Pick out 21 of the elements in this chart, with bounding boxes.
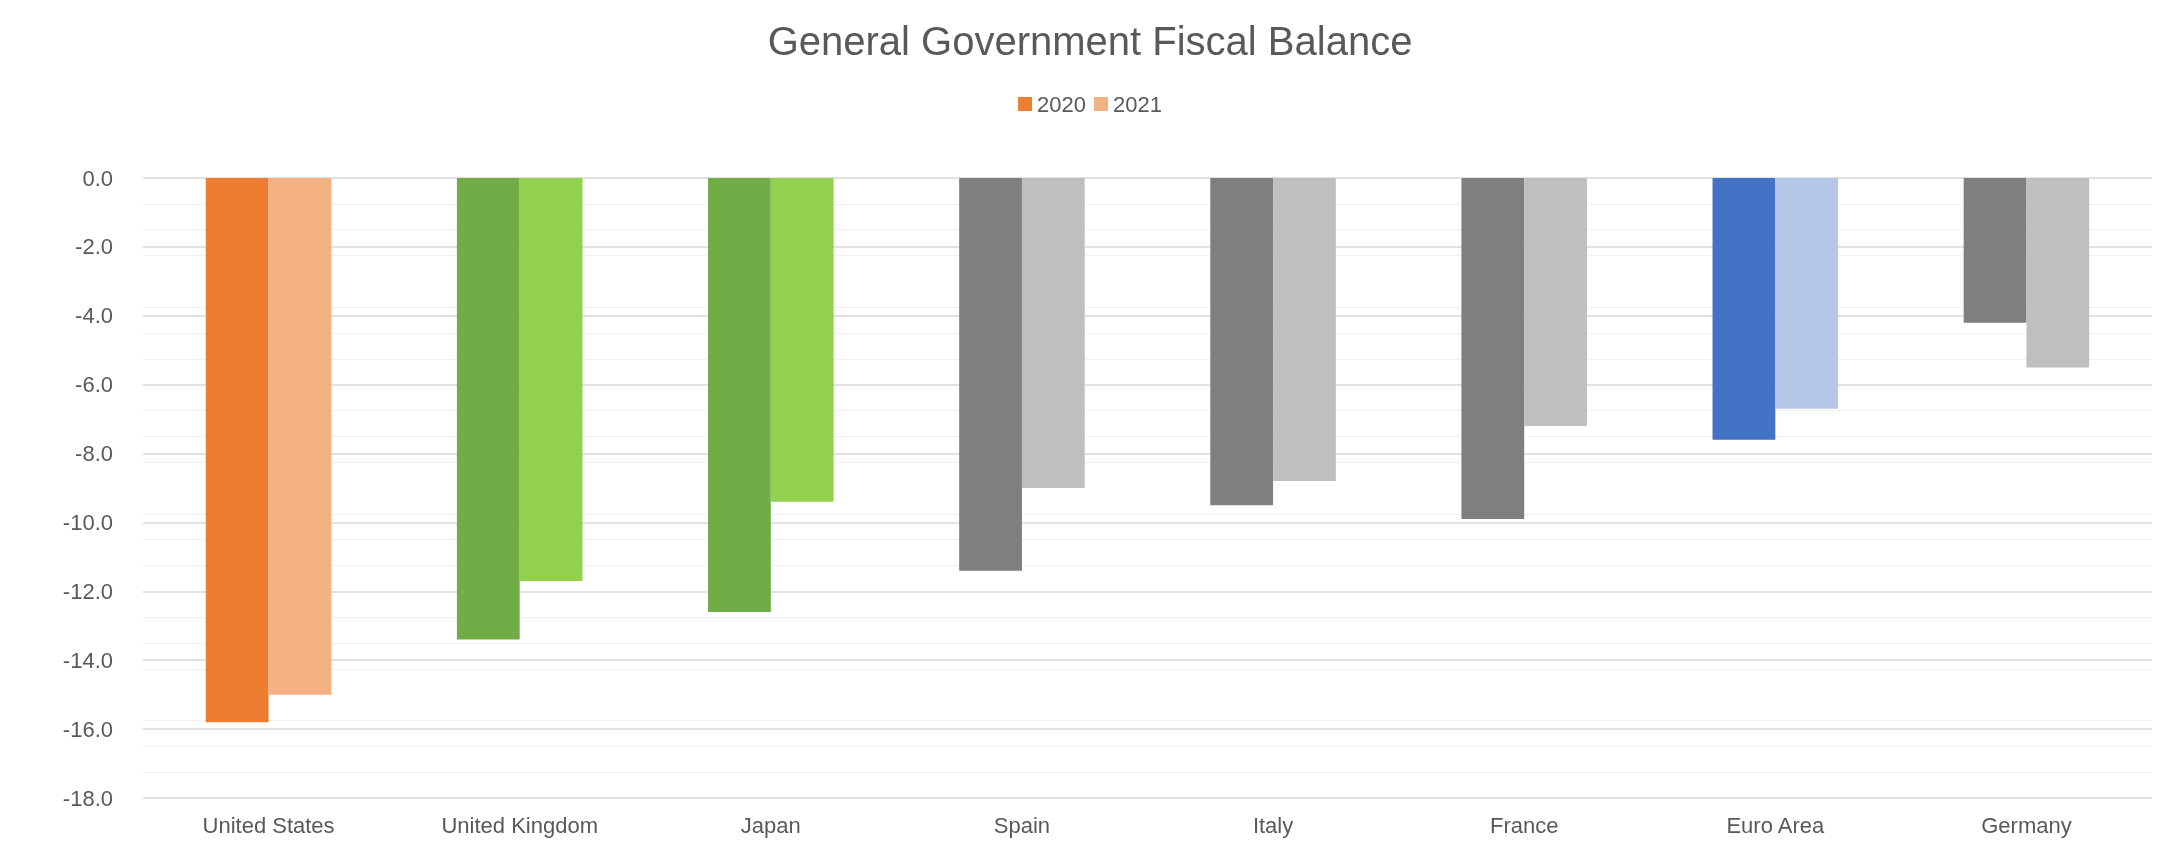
x-tick-label: Italy — [1252, 812, 1294, 838]
y-tick-label: -4.0 — [75, 303, 113, 329]
y-tick-label: -10.0 — [62, 509, 113, 535]
legend-label: 2021 — [1113, 91, 1162, 117]
legend-label: 2020 — [1037, 91, 1087, 117]
x-tick-label: United Kingdom — [441, 812, 598, 838]
y-tick-label: -8.0 — [75, 441, 113, 467]
x-tick-label: France — [1489, 812, 1559, 838]
x-tick-label: Japan — [740, 812, 801, 838]
y-tick-label: -2.0 — [75, 234, 113, 260]
y-tick-label: 0.0 — [82, 165, 113, 191]
y-tick-label: -12.0 — [62, 578, 113, 604]
y-tick-label: -16.0 — [62, 716, 113, 742]
y-tick-label: -6.0 — [75, 372, 113, 398]
x-tick-label: Germany — [1981, 812, 2072, 838]
x-tick-label: Spain — [993, 812, 1051, 838]
chart-title: General Government Fiscal Balance — [767, 19, 1413, 63]
y-tick-label: -18.0 — [62, 785, 113, 811]
x-tick-label: Euro Area — [1726, 812, 1825, 838]
x-tick-label: United States — [202, 812, 335, 838]
y-tick-label: -14.0 — [62, 647, 113, 673]
